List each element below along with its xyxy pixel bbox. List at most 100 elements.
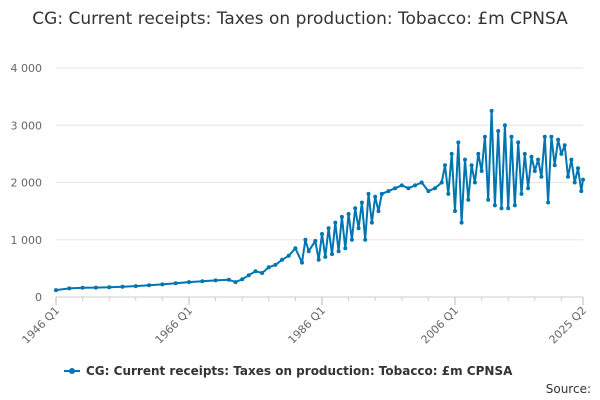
- x-tick-label: 1966 Q1: [153, 304, 196, 347]
- data-point: [323, 254, 328, 259]
- data-point: [233, 280, 238, 285]
- data-point: [406, 186, 411, 191]
- data-point: [449, 151, 454, 156]
- data-point: [516, 140, 521, 145]
- data-point: [502, 123, 507, 128]
- data-point: [539, 174, 544, 179]
- data-point: [459, 220, 464, 225]
- x-tick-label: 1986 Q1: [286, 304, 329, 347]
- data-point: [253, 269, 258, 274]
- data-point: [399, 183, 404, 188]
- y-tick-label: 4 000: [11, 62, 43, 75]
- data-point: [273, 262, 278, 267]
- data-point: [376, 209, 381, 214]
- data-point: [522, 151, 527, 156]
- data-point: [349, 237, 354, 242]
- data-point: [316, 257, 321, 262]
- legend[interactable]: CG: Current receipts: Taxes on productio…: [64, 364, 512, 378]
- data-point: [439, 180, 444, 185]
- source-label: Source:: [545, 382, 591, 396]
- data-point: [469, 163, 474, 168]
- data-point: [266, 265, 271, 270]
- data-point: [569, 157, 574, 162]
- data-point: [579, 189, 584, 194]
- data-point: [536, 157, 541, 162]
- data-point: [463, 157, 467, 162]
- data-point: [107, 285, 112, 290]
- data-point: [476, 151, 481, 156]
- data-point: [512, 203, 517, 208]
- data-point: [353, 206, 358, 211]
- data-point: [472, 180, 477, 185]
- data-point: [306, 249, 311, 254]
- legend-label: CG: Current receipts: Taxes on productio…: [86, 364, 513, 378]
- data-point: [147, 283, 152, 288]
- data-point: [413, 183, 418, 188]
- data-point: [453, 209, 457, 214]
- data-point: [556, 137, 561, 142]
- data-point: [303, 237, 308, 242]
- data-point: [286, 253, 291, 258]
- x-tick-label: 2025 Q2: [547, 304, 590, 347]
- x-tick-label: 1946 Q1: [20, 304, 63, 347]
- data-point: [489, 108, 494, 113]
- data-point: [426, 189, 431, 194]
- data-point: [280, 257, 285, 262]
- data-point: [482, 134, 487, 139]
- y-tick-label: 2 000: [11, 177, 43, 190]
- data-point: [200, 279, 205, 284]
- data-point: [566, 174, 570, 179]
- data-point: [576, 166, 580, 171]
- y-tick-label: 3 000: [11, 119, 43, 132]
- data-point: [240, 277, 245, 282]
- data-point: [320, 232, 324, 236]
- chart-title: CG: Current receipts: Taxes on productio…: [32, 9, 568, 29]
- data-point: [300, 260, 304, 265]
- data-point: [366, 191, 371, 196]
- data-point: [506, 206, 511, 211]
- y-tick-label: 1 000: [11, 234, 43, 247]
- data-point: [313, 238, 318, 243]
- data-point: [330, 252, 334, 257]
- data-point: [479, 169, 484, 173]
- data-point: [532, 169, 537, 173]
- data-point: [572, 180, 577, 185]
- legend-line-marker-icon: [64, 365, 80, 377]
- data-point: [356, 226, 361, 231]
- data-point: [226, 277, 231, 282]
- data-point: [80, 285, 85, 290]
- data-point: [562, 143, 567, 148]
- data-point: [393, 186, 398, 191]
- data-point: [446, 191, 451, 196]
- data-point: [120, 284, 125, 289]
- y-tick-label: 0: [35, 291, 42, 304]
- data-point: [160, 282, 165, 287]
- data-point: [359, 200, 364, 205]
- data-point: [529, 154, 534, 159]
- data-point: [546, 200, 551, 205]
- data-point: [433, 186, 437, 191]
- data-point: [333, 220, 338, 225]
- data-point: [486, 197, 491, 202]
- data-point: [542, 134, 547, 139]
- data-point: [293, 246, 298, 251]
- series-line: [55, 109, 584, 292]
- data-point: [326, 226, 331, 231]
- data-point: [526, 186, 531, 191]
- data-point: [386, 189, 391, 194]
- data-point: [369, 220, 374, 225]
- data-point: [67, 286, 72, 291]
- data-point: [496, 129, 501, 133]
- data-point: [246, 273, 251, 278]
- data-point: [54, 288, 58, 293]
- data-point: [443, 163, 447, 168]
- data-point: [343, 246, 348, 251]
- data-point: [373, 194, 378, 199]
- data-point: [133, 284, 138, 289]
- data-point: [363, 237, 368, 242]
- data-point: [581, 177, 585, 182]
- data-point: [187, 280, 191, 285]
- data-point: [456, 140, 461, 145]
- data-point: [552, 163, 557, 168]
- data-point: [213, 278, 218, 283]
